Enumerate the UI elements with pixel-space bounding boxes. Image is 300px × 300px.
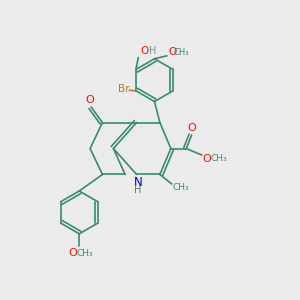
Text: O: O	[85, 95, 94, 105]
Text: N: N	[134, 176, 142, 189]
Text: CH₃: CH₃	[77, 249, 94, 258]
Text: CH₃: CH₃	[211, 154, 227, 163]
Text: CH₃: CH₃	[172, 183, 189, 192]
Text: O: O	[203, 154, 212, 164]
Text: O: O	[140, 46, 148, 56]
Text: H: H	[134, 185, 142, 195]
Text: CH₃: CH₃	[173, 48, 189, 57]
Text: Br: Br	[118, 84, 129, 94]
Text: O: O	[169, 47, 177, 57]
Text: O: O	[187, 123, 196, 133]
Text: O: O	[68, 248, 77, 258]
Text: H: H	[148, 46, 156, 56]
